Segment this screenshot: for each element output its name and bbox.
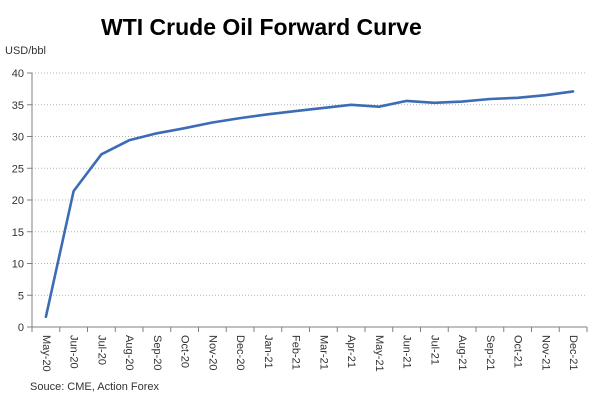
x-tick-label: Jul-21 <box>428 335 440 365</box>
y-tick-label: 10 <box>12 259 24 271</box>
x-tick-label: Nov-21 <box>539 335 551 370</box>
x-tick-label: Oct-20 <box>179 335 191 368</box>
y-tick-label: 25 <box>12 163 24 175</box>
x-tick-label: Jun-20 <box>68 335 80 369</box>
y-tick-label: 15 <box>12 227 24 239</box>
x-tick-label: Jun-21 <box>401 335 413 369</box>
x-tick-label: Nov-20 <box>206 335 218 370</box>
y-tick-label: 40 <box>12 68 24 80</box>
x-tick-label: Mar-21 <box>317 335 329 370</box>
x-tick-label: May-21 <box>373 335 385 372</box>
series-line <box>44 90 575 319</box>
x-tick-label: Feb-21 <box>290 335 302 370</box>
y-tick-label: 30 <box>12 132 24 144</box>
x-tick-label: Oct-21 <box>512 335 524 368</box>
x-tick-label: Dec-20 <box>234 335 246 370</box>
y-tick-label: 20 <box>12 195 24 207</box>
x-tick-label: Dec-21 <box>567 335 579 370</box>
chart-title: WTI Crude Oil Forward Curve <box>101 14 422 40</box>
x-tick-label: Apr-21 <box>345 335 357 368</box>
x-tick-label: Jul-20 <box>95 335 107 365</box>
y-tick-label: 0 <box>18 322 24 334</box>
y-tick-label: 5 <box>18 290 24 302</box>
x-tick-label: Aug-21 <box>456 335 468 370</box>
x-tick-label: Sep-21 <box>484 335 496 370</box>
source-note: Souce: CME, Action Forex <box>30 381 159 393</box>
y-axis-unit-label: USD/bbl <box>5 45 46 57</box>
x-tick-label: Sep-20 <box>151 335 163 370</box>
y-tick-label: 35 <box>12 100 24 112</box>
x-tick-label: May-20 <box>40 335 52 372</box>
x-tick-label: Aug-20 <box>123 335 135 370</box>
x-tick-label: Jan-21 <box>262 335 274 369</box>
